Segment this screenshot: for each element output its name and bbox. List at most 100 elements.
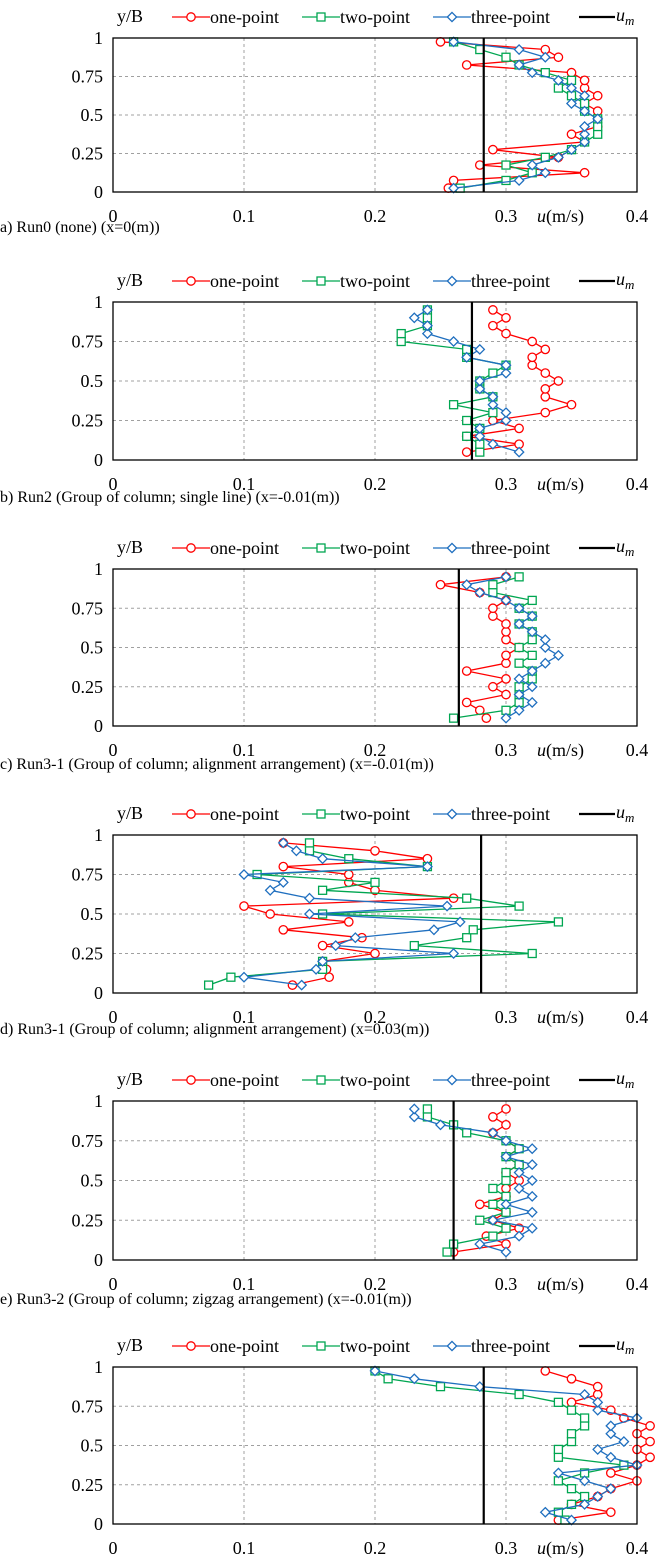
data-point-two-point: [566, 1405, 577, 1415]
data-point-one-point: [481, 713, 492, 724]
data-point-two-point: [317, 885, 328, 895]
y-tick-label: 0.75: [72, 865, 104, 885]
data-point-two-point: [488, 580, 498, 590]
data-point-one-point: [501, 689, 511, 700]
y-tick-label: 0.25: [72, 411, 104, 431]
plot-frame: [112, 1366, 638, 1525]
legend-marker-two_point: [316, 543, 326, 553]
y-axis-label: y/B: [117, 803, 143, 823]
legend: one-point two-point three-point um: [172, 802, 634, 825]
data-point-three-point: [565, 144, 578, 156]
data-point-three-point: [296, 979, 308, 991]
data-point-one-point: [501, 1120, 511, 1130]
data-point-three-point: [454, 916, 466, 928]
chart-panel-5: 0 0.25 0.5 0.75 1 0 0.1 0.2 0.3 0.4 u(m/s) y/B one-p…: [0, 1068, 648, 1308]
data-point-one-point: [566, 1397, 577, 1408]
legend-label-one_point: one-point: [210, 271, 279, 291]
legend-label-mean: um: [616, 802, 634, 825]
legend-label-one_point: one-point: [210, 804, 279, 824]
data-point-one-point: [343, 869, 354, 880]
data-point-three-point: [238, 971, 250, 983]
y-tick-label: 0.5: [81, 1436, 104, 1456]
panel-caption: e) Run3-2 (Group of column; zigzag arran…: [0, 1291, 412, 1308]
data-point-two-point: [475, 1215, 485, 1225]
data-point-two-point: [422, 1104, 433, 1114]
data-point-two-point: [203, 980, 214, 990]
data-point-three-point: [434, 1119, 447, 1131]
data-point-one-point: [501, 650, 511, 661]
data-point-three-point: [513, 446, 525, 458]
data-point-three-point: [474, 587, 486, 599]
data-point-one-point: [461, 697, 472, 708]
x-tick-label: 0.3: [495, 1538, 518, 1558]
data-point-three-point: [500, 407, 512, 419]
data-point-three-point: [605, 1420, 617, 1432]
data-point-three-point: [526, 610, 538, 622]
y-axis-label: y/B: [117, 270, 143, 290]
data-point-three-point: [526, 1159, 538, 1171]
y-tick-label: 0.75: [72, 332, 104, 352]
data-point-three-point: [421, 328, 433, 340]
x-tick-label: 0.4: [626, 474, 649, 494]
x-tick-label: 0.2: [364, 474, 387, 494]
y-tick-label: 0.5: [81, 1171, 104, 1191]
plot-frame: [112, 568, 638, 727]
data-point-one-point: [501, 674, 511, 684]
y-axis-label: y/B: [117, 537, 143, 557]
data-point-three-point: [605, 1428, 617, 1440]
legend-marker-one_point: [186, 1075, 196, 1085]
data-point-three-point: [474, 343, 486, 355]
data-point-three-point: [428, 924, 440, 936]
x-tick-label: 0.3: [495, 1007, 518, 1027]
y-tick-label: 0.25: [72, 144, 104, 164]
legend-marker-two_point: [316, 1341, 326, 1351]
data-point-three-point: [526, 681, 538, 693]
data-point-three-point: [579, 1498, 591, 1510]
data-point-two-point: [527, 595, 537, 606]
data-point-three-point: [579, 128, 591, 140]
data-point-three-point: [474, 383, 486, 395]
data-point-one-point: [324, 972, 334, 983]
legend-marker-three_point: [446, 1074, 458, 1086]
data-point-two-point: [396, 336, 406, 347]
data-point-two-point: [383, 1374, 393, 1384]
x-axis-label: u(m/s): [537, 1274, 584, 1295]
x-axis-label: u(m/s): [537, 740, 584, 761]
y-tick-label: 1: [94, 28, 103, 48]
data-point-three-point: [474, 375, 486, 387]
data-point-one-point: [435, 36, 446, 47]
data-point-three-point: [618, 1436, 630, 1448]
x-tick-label: 0: [109, 1538, 118, 1558]
data-point-three-point: [238, 868, 250, 881]
x-tick-label: 0: [109, 1007, 118, 1027]
data-point-one-point: [488, 1112, 498, 1122]
data-point-two-point: [468, 925, 478, 935]
x-tick-label: 0: [109, 206, 118, 226]
x-tick-label: 0.4: [626, 1274, 649, 1294]
data-point-three-point: [539, 634, 551, 646]
y-tick-label: 0: [94, 1514, 103, 1534]
y-tick-label: 1: [94, 1091, 103, 1111]
data-point-two-point: [501, 1167, 511, 1178]
data-point-one-point: [501, 328, 511, 339]
data-point-three-point: [539, 1506, 551, 1518]
legend-marker-three_point: [446, 1340, 458, 1352]
data-point-one-point: [501, 626, 511, 637]
data-point-one-point: [287, 980, 298, 990]
data-point-three-point: [565, 1514, 578, 1526]
data-point-three-point: [317, 853, 329, 865]
data-point-two-point: [527, 948, 537, 959]
data-point-three-point: [408, 312, 420, 324]
data-point-one-point: [343, 917, 354, 927]
data-point-one-point: [461, 60, 472, 70]
data-point-three-point: [474, 422, 486, 434]
x-tick-label: 0: [109, 474, 118, 494]
data-point-two-point: [409, 940, 419, 951]
y-tick-label: 1: [94, 825, 103, 845]
x-tick-label: 0.4: [626, 206, 649, 226]
data-point-three-point: [487, 399, 499, 411]
data-point-one-point: [645, 1436, 655, 1447]
legend-marker-two_point: [316, 809, 326, 819]
legend-label-mean: um: [616, 536, 634, 559]
